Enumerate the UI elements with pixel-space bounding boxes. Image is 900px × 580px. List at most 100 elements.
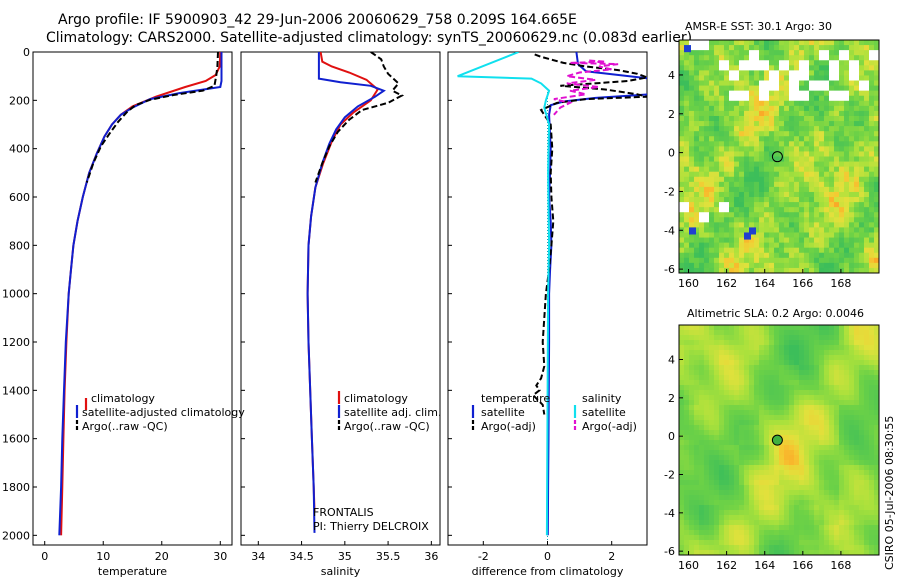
map-cell (784, 126, 790, 132)
map-cell (804, 330, 810, 336)
map-cell (819, 100, 825, 107)
map-cell (874, 247, 880, 254)
map-cell (679, 400, 685, 406)
map-cell (834, 60, 840, 66)
map-cell (829, 435, 835, 441)
map-cell (804, 40, 810, 46)
map-cell (774, 525, 780, 531)
map-cell (734, 485, 740, 491)
map-cell (759, 257, 765, 264)
map-cell (789, 90, 795, 97)
map-cell (804, 480, 810, 486)
map-cell (719, 237, 725, 244)
map-cell (679, 445, 685, 451)
series-temperature-argo-adj- (531, 53, 647, 415)
map-cell (834, 545, 840, 551)
map-cell (784, 242, 790, 249)
map-cell (729, 505, 735, 511)
map-cell (804, 325, 810, 331)
map-cell (679, 355, 685, 361)
map-cell (769, 350, 775, 356)
map-cell (809, 365, 815, 371)
map-cell (694, 550, 700, 556)
map-cell (779, 217, 785, 223)
map-cell (849, 197, 855, 203)
map-cell (809, 400, 815, 406)
map-cell (874, 212, 880, 218)
map-cell (859, 237, 865, 244)
map-cell (729, 151, 735, 157)
map-cell (844, 395, 850, 401)
map-cell (784, 90, 790, 97)
map-cell (824, 40, 830, 46)
map-cell (844, 181, 850, 188)
map-cell (869, 460, 875, 466)
map-cell (849, 455, 855, 461)
map-cell (829, 131, 835, 137)
map-cell (814, 110, 820, 117)
map-cell (854, 350, 860, 356)
map-cell (784, 60, 790, 66)
map-cell (814, 80, 820, 86)
map-cell (699, 222, 705, 228)
map-cell (719, 425, 725, 431)
map-cell (804, 435, 810, 441)
map-cell (784, 335, 790, 341)
map-cell (739, 455, 745, 461)
map-cell (759, 121, 765, 127)
map-cell (739, 176, 745, 183)
map-cell (734, 455, 740, 461)
map-cell (679, 161, 685, 168)
map-cell (734, 136, 740, 142)
map-cell (819, 515, 825, 521)
map-cell (854, 267, 860, 274)
map-cell (774, 385, 780, 391)
map-cell (849, 50, 855, 56)
map-cell (679, 207, 685, 213)
map-cell (769, 90, 775, 97)
map-cell (709, 90, 715, 97)
map-cell (834, 232, 840, 238)
map-cell (739, 350, 745, 356)
map-cell (719, 100, 725, 107)
map-cell (684, 465, 690, 471)
map-cell (754, 345, 760, 351)
map-cell (724, 515, 730, 521)
map-cell (844, 500, 850, 506)
map-cell (779, 410, 785, 416)
map-cell (754, 70, 760, 76)
map-cell (804, 390, 810, 396)
map-cell (799, 430, 805, 436)
map-cell (739, 450, 745, 456)
map-cell (784, 161, 790, 168)
map-cell (774, 445, 780, 451)
map-cell (764, 131, 770, 137)
map-cell (724, 171, 730, 178)
map-cell (834, 131, 840, 137)
map-cell (779, 212, 785, 218)
map-cell (849, 370, 855, 376)
map-cell (844, 65, 850, 71)
map-cell (759, 115, 765, 122)
map-cell (834, 202, 840, 208)
map-cell (704, 365, 710, 371)
map-cell (784, 405, 790, 411)
map-cell (714, 345, 720, 351)
map-cell (709, 181, 715, 188)
map-cell (774, 242, 780, 249)
map-cell (724, 136, 730, 142)
map-cell (784, 495, 790, 501)
map-cell (864, 515, 870, 521)
map-cell (679, 115, 685, 122)
map-cell (829, 415, 835, 421)
map-cell (869, 197, 875, 203)
map-cell (789, 505, 795, 511)
map-cell (774, 475, 780, 481)
map-cell (749, 495, 755, 501)
map-cell (679, 257, 685, 264)
map-cell (809, 420, 815, 426)
map-cell (874, 460, 880, 466)
map-cell (854, 460, 860, 466)
